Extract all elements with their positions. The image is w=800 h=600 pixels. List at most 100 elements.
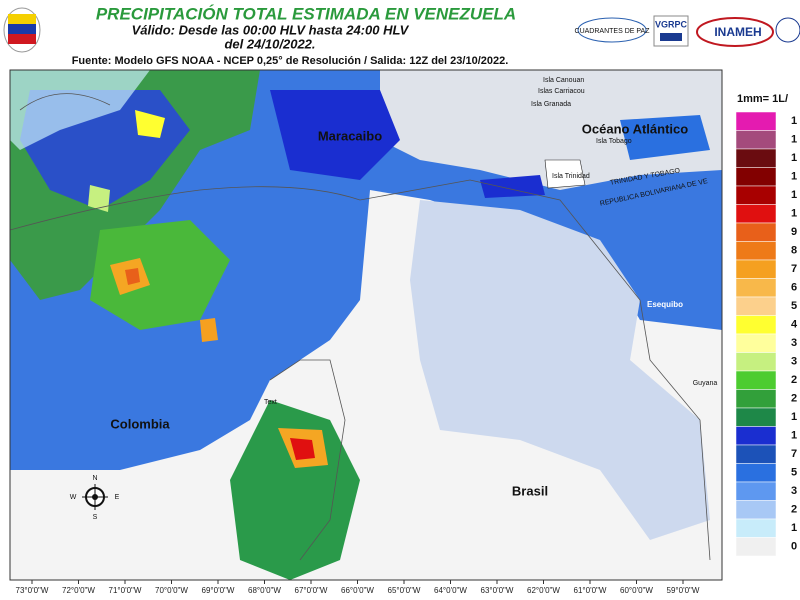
legend-label: 2: [791, 393, 797, 405]
legend-label: 2: [791, 374, 797, 386]
country-label: Guyana: [693, 380, 718, 387]
longitude-label: 68°0'0"W: [248, 586, 281, 595]
legend-label: 3: [791, 356, 797, 368]
legend-swatch: [735, 407, 777, 427]
legend: 1mm= 1L/ 1 1 1 1 1 1 9 8 7 6 5 4 3 3 2 2 1 1 7 5 3 2 1 0: [735, 93, 798, 557]
legend-swatch: [735, 204, 777, 224]
legend-swatch: [735, 278, 777, 298]
island-label: Isla Granada: [531, 101, 571, 108]
legend-label: 5: [791, 467, 797, 479]
legend-label: 1: [791, 171, 797, 183]
logo-cuadrantes: CUADRANTES DE PAZ: [575, 17, 651, 43]
compass-label: W: [70, 494, 77, 501]
longitude-label: 60°0'0"W: [620, 586, 653, 595]
island-label: Isla Canouan: [543, 77, 584, 84]
legend-swatch: [735, 444, 777, 464]
legend-swatch: [735, 167, 777, 187]
legend-swatch: [735, 296, 777, 316]
title: PRECIPITACIÓN TOTAL ESTIMADA EN VENEZUEL…: [96, 4, 516, 23]
legend-label: 8: [791, 245, 797, 257]
legend-label: 1: [791, 430, 797, 442]
ocean-label: Océano Atlántico: [582, 121, 688, 136]
logo-vgrpc: VGRPC: [653, 15, 689, 47]
legend-label: 7: [791, 448, 797, 460]
legend-title: 1mm= 1L/: [737, 93, 788, 105]
legend-swatch: [735, 315, 777, 335]
legend-label: 3: [791, 485, 797, 497]
legend-label: 4: [791, 319, 798, 331]
date: del 24/10/2022.: [224, 36, 315, 51]
legend-label: 1: [791, 522, 797, 534]
legend-label: 5: [791, 300, 797, 312]
legend-label: 1: [791, 411, 797, 423]
longitude-label: 66°0'0"W: [341, 586, 374, 595]
legend-swatch: [735, 463, 777, 483]
legend-label: 6: [791, 282, 797, 294]
legend-swatch: [735, 481, 777, 501]
legend-swatch: [735, 537, 777, 557]
country-label: Brasil: [512, 483, 548, 498]
logo-inameh: INAMEH: [696, 17, 774, 47]
longitude-label: 67°0'0"W: [295, 586, 328, 595]
longitude-label: 73°0'0"W: [16, 586, 49, 595]
longitude-label: 63°0'0"W: [481, 586, 514, 595]
subtitle: Válido: Desde las 00:00 HLV hasta 24:00 …: [132, 22, 410, 37]
legend-swatch: [735, 426, 777, 446]
legend-swatch: [735, 518, 777, 538]
legend-swatch: [735, 185, 777, 205]
legend-swatch: [735, 259, 777, 279]
legend-label: 1: [791, 208, 797, 220]
legend-swatch: [735, 111, 777, 131]
legend-swatch: [735, 148, 777, 168]
island-label: Isla Trinidad: [552, 173, 590, 180]
logo-seal: [775, 17, 800, 43]
country-label: Colombia: [110, 416, 170, 431]
text-label: Text: [264, 399, 277, 406]
legend-swatch: [735, 352, 777, 372]
city-label: Maracaibo: [318, 128, 382, 143]
legend-label: 2: [791, 504, 797, 516]
legend-label: 1: [791, 189, 797, 201]
logo-text: CUADRANTES DE PAZ: [575, 28, 651, 35]
longitude-label: 64°0'0"W: [434, 586, 467, 595]
longitude-axis: 73°0'0"W 72°0'0"W 71°0'0"W 70°0'0"W 69°0'0"W…: [16, 580, 700, 595]
compass-label: N: [92, 475, 97, 482]
longitude-label: 62°0'0"W: [527, 586, 560, 595]
longitude-label: 69°0'0"W: [202, 586, 235, 595]
legend-label: 1: [791, 152, 797, 164]
source: Fuente: Modelo GFS NOAA - NCEP 0,25° de …: [72, 55, 509, 67]
region-label: Esequibo: [647, 300, 683, 309]
precipitation-field: [10, 70, 722, 580]
legend-swatch: [735, 333, 777, 353]
longitude-label: 61°0'0"W: [574, 586, 607, 595]
longitude-label: 65°0'0"W: [388, 586, 421, 595]
map-frame: [9, 69, 723, 581]
island-label: Isla Tobago: [596, 138, 632, 145]
island-label: Islas Carriacou: [538, 88, 585, 95]
compass-label: S: [93, 514, 98, 521]
legend-swatch: [735, 370, 777, 390]
legend-label: 0: [791, 541, 797, 553]
legend-swatch: [735, 500, 777, 520]
compass: N W E S: [70, 475, 120, 521]
legend-swatch: [735, 389, 777, 409]
legend-label: 9: [791, 226, 797, 238]
legend-label: 1: [791, 134, 797, 146]
logo-text: INAMEH: [714, 25, 761, 39]
legend-label: 3: [791, 337, 797, 349]
legend-label: 1: [791, 115, 797, 127]
longitude-label: 72°0'0"W: [62, 586, 95, 595]
logo-flag: [3, 7, 41, 53]
legend-swatch: [735, 241, 777, 261]
legend-swatch: [735, 130, 777, 150]
longitude-label: 59°0'0"W: [667, 586, 700, 595]
longitude-label: 70°0'0"W: [155, 586, 188, 595]
logo-text: VGRPC: [655, 19, 688, 29]
legend-swatch: [735, 222, 777, 242]
legend-label: 7: [791, 263, 797, 275]
compass-label: E: [115, 494, 120, 501]
longitude-label: 71°0'0"W: [109, 586, 142, 595]
